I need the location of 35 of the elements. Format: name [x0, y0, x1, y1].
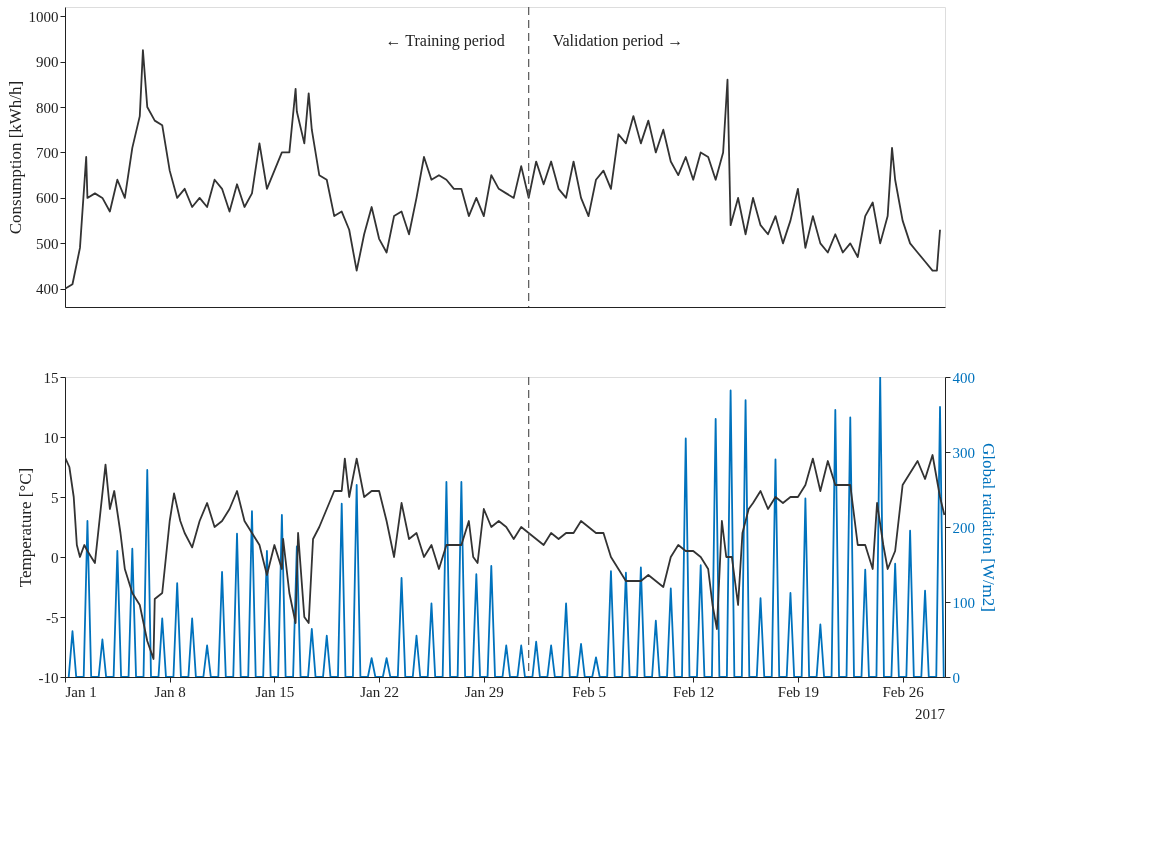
x-tick-label: Feb 26	[882, 683, 925, 700]
y-tick-label: 600	[36, 190, 59, 207]
y2-axis-title: Global radiation [W/m2]	[979, 442, 998, 613]
x-tick-label: Jan 15	[255, 683, 295, 700]
y-tick-label: 15	[43, 369, 59, 386]
annotation: Validation period →	[552, 32, 684, 50]
y-tick-label: -5	[46, 609, 59, 626]
y-tick-label: 0	[51, 549, 59, 566]
y-tick-label: 500	[36, 235, 59, 252]
y-tick-label: 800	[36, 99, 59, 116]
y2-tick-label: 0	[952, 669, 960, 686]
x-tick-label: Jan 29	[464, 683, 504, 700]
x-tick-label: Jan 1	[65, 683, 97, 700]
y2-tick-label: 400	[952, 369, 975, 386]
line-series	[65, 454, 945, 660]
y-tick-label: 10	[43, 429, 59, 446]
x-tick-label: Jan 22	[360, 683, 399, 700]
y-tick-label: -10	[38, 669, 59, 686]
y-tick-label: 1000	[28, 8, 59, 25]
y-tick-label: 5	[51, 489, 59, 506]
y2-tick-label: 300	[952, 444, 975, 461]
y2-tick-label: 100	[952, 594, 975, 611]
line-series	[65, 49, 941, 290]
x-tick-label: Jan 8	[154, 683, 186, 700]
y-axis-title: Consumption [kWh/h]	[5, 80, 25, 235]
y-tick-label: 400	[36, 281, 59, 298]
y-axis-title: Temperature [°C]	[15, 467, 35, 588]
x-tick-label: Feb 12	[673, 683, 715, 700]
y2-tick-label: 200	[952, 519, 975, 536]
y-tick-label: 900	[36, 54, 59, 71]
text: 2017	[915, 706, 946, 722]
x-tick-label: Feb 19	[777, 683, 820, 700]
y-tick-label: 700	[36, 144, 59, 161]
annotation: ← Training period	[385, 32, 505, 50]
x-tick-label: Feb 5	[572, 683, 606, 700]
